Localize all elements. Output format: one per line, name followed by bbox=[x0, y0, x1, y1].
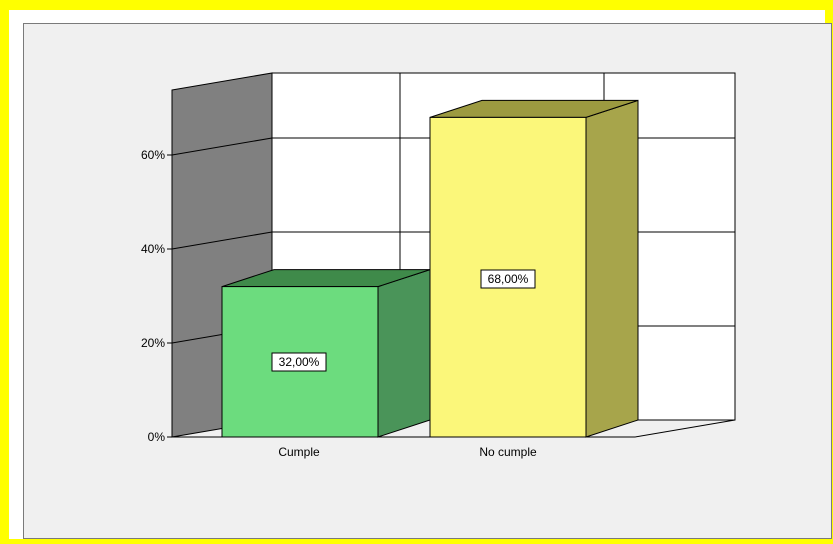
bar-front-face bbox=[429, 116, 587, 438]
data-label-box bbox=[480, 269, 536, 289]
bar-2 bbox=[429, 99, 639, 438]
y-tick-label: 20% bbox=[141, 336, 165, 350]
side-gridline-60 bbox=[171, 137, 273, 156]
y-tick-label: 60% bbox=[141, 148, 165, 162]
y-tick-label: 0% bbox=[148, 430, 166, 444]
category-label: No cumple bbox=[479, 445, 537, 459]
category-label: Cumple bbox=[278, 445, 320, 459]
bar-side-face bbox=[585, 99, 639, 438]
data-label: 68,00% bbox=[488, 272, 529, 286]
y-tick-label: 40% bbox=[141, 242, 165, 256]
bar-side-face bbox=[377, 268, 431, 438]
data-label: 32,00% bbox=[279, 355, 320, 369]
data-label-box bbox=[271, 352, 327, 372]
side-gridline-40 bbox=[171, 231, 273, 250]
